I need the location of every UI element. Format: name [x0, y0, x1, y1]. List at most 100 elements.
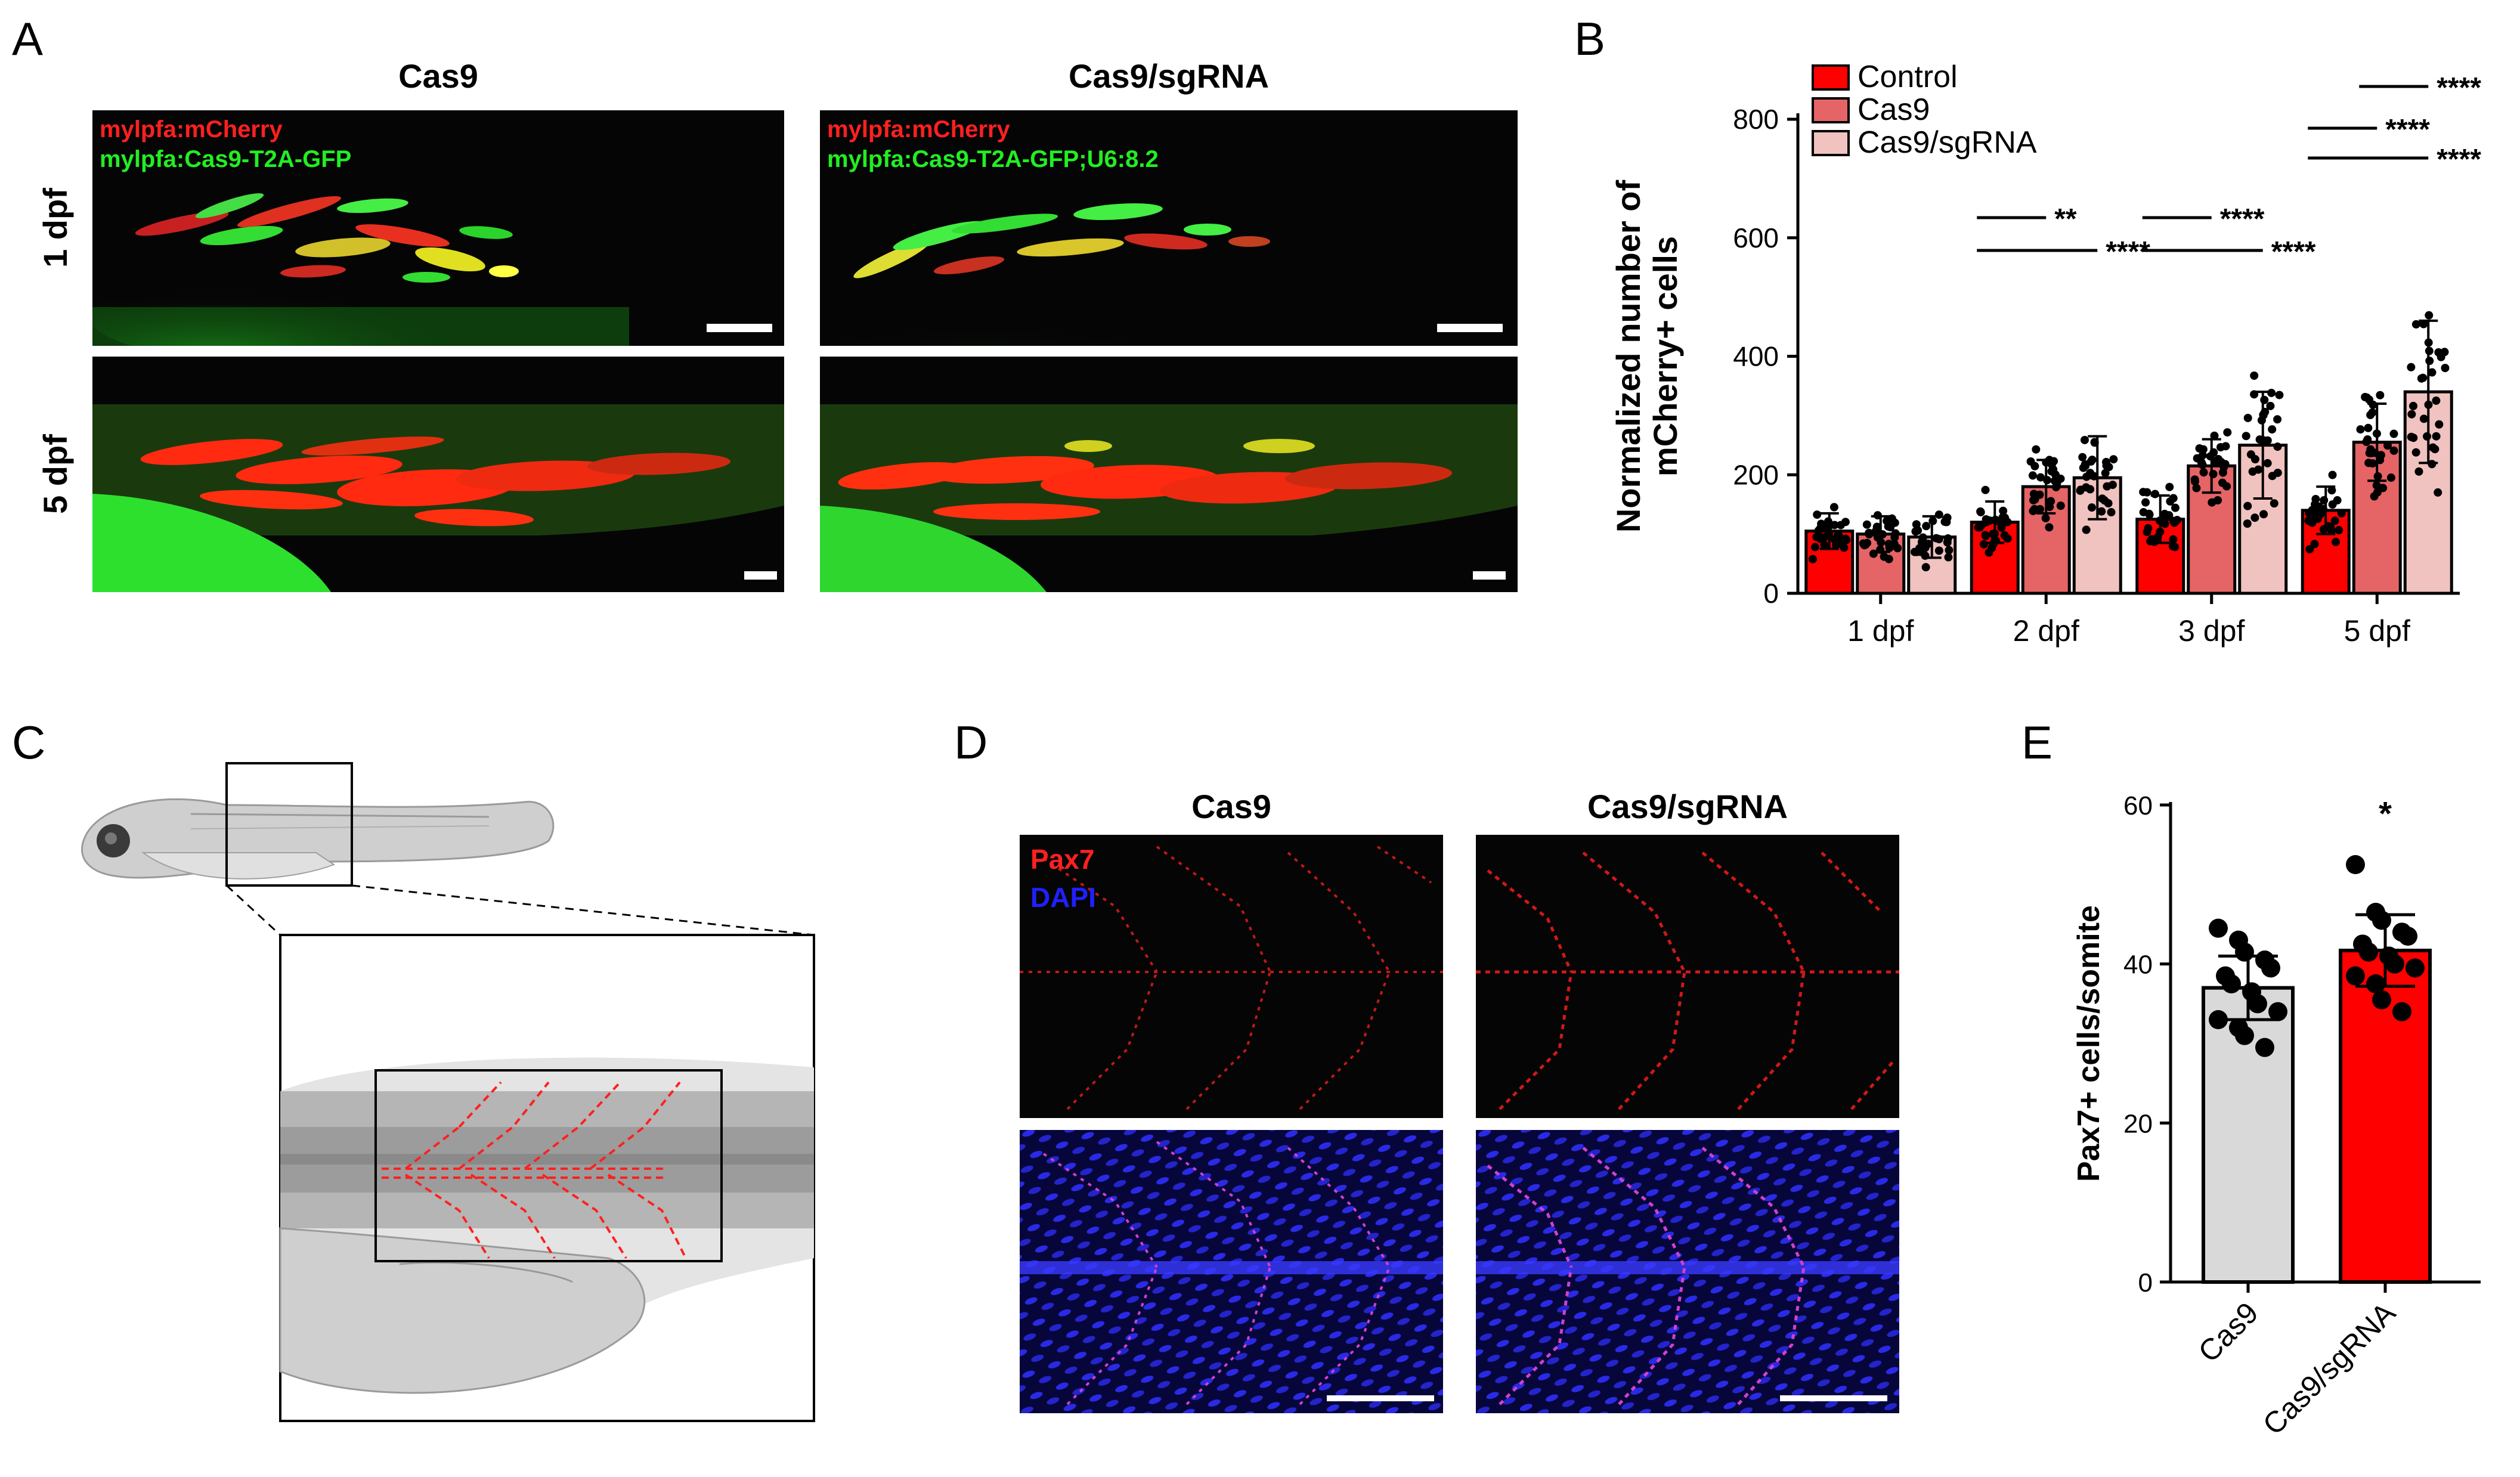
data-point [1884, 555, 1893, 563]
data-point [1865, 528, 1874, 537]
data-point [2166, 497, 2175, 506]
data-point [2337, 509, 2346, 518]
data-point [2101, 469, 2110, 478]
data-point [2036, 473, 2045, 482]
y-axis-label-line: mCherry+ cells [1646, 236, 1684, 476]
data-point [2423, 432, 2432, 441]
data-point [1934, 535, 1943, 544]
data-point [2243, 413, 2252, 422]
micrograph-pax7-cas9: Pax7 DAPI [1020, 835, 1443, 1118]
data-point [2425, 357, 2434, 366]
data-point [2304, 516, 2313, 525]
data-point [2218, 468, 2227, 477]
x-tick-label: Cas9 [2192, 1296, 2265, 1368]
data-point [1942, 515, 1951, 524]
data-point [1808, 555, 1817, 563]
micrograph-cas9-5dpf [92, 357, 784, 592]
data-point [1999, 506, 2008, 515]
y-axis-label: Normalized number ofmCherry+ cells [1609, 180, 1684, 533]
y-tick-label: 40 [2123, 950, 2153, 980]
data-point [2411, 320, 2420, 329]
data-point [1934, 510, 1943, 519]
data-point [1884, 522, 1893, 531]
legend-label: Cas9/sgRNA [1858, 125, 2037, 160]
data-point [1922, 522, 1931, 531]
data-point [2305, 545, 2314, 554]
significance-label: **** [2271, 236, 2316, 268]
data-point [1918, 537, 1927, 546]
x-tick-label: 2 dpf [2013, 614, 2079, 648]
data-point [1981, 485, 1990, 494]
data-point [2141, 498, 2150, 507]
data-point [2389, 429, 2398, 438]
micrograph-pax7-cas9-sgrna [1476, 835, 1899, 1118]
overlay-label-cas9-gfp: mylpfa:Cas9-T2A-GFP [100, 146, 352, 172]
data-point [1944, 553, 1953, 562]
data-point [2330, 516, 2339, 525]
overlay-label-mcherry: mylpfa:mCherry [827, 116, 1010, 143]
data-point [2243, 501, 2252, 510]
data-point [2425, 311, 2434, 320]
micrograph-merge-cas9-sgrna [1476, 1130, 1899, 1413]
panel-label-c: C [12, 716, 46, 769]
data-point [2335, 526, 2343, 535]
zoom-line [351, 884, 815, 936]
data-point [2250, 371, 2259, 380]
panel-a-row-title-1dpf: 1 dpf [36, 188, 74, 268]
data-point [2041, 513, 2050, 522]
data-point [2028, 471, 2037, 480]
data-point [2198, 451, 2207, 460]
micrograph-cas9-sgrna-5dpf [820, 357, 1518, 592]
data-point [1820, 533, 1829, 542]
data-point [2362, 438, 2371, 447]
y-tick-label: 60 [2123, 791, 2153, 820]
x-tick-label: 1 dpf [1847, 614, 1914, 648]
data-point [1840, 543, 1849, 552]
data-point [2392, 1002, 2411, 1021]
data-point [2052, 473, 2061, 482]
data-point [1979, 540, 1988, 549]
data-point [2432, 432, 2441, 441]
data-point [2165, 511, 2174, 520]
data-point [2213, 496, 2222, 505]
panel-label-b: B [1574, 13, 1606, 65]
data-point [2407, 410, 2416, 419]
data-point [2255, 1038, 2274, 1057]
data-point [2379, 484, 2388, 493]
data-point [2001, 513, 2010, 522]
data-point [2190, 475, 2199, 484]
data-point [2109, 455, 2118, 464]
zoom-box [225, 762, 353, 887]
data-point [1912, 547, 1921, 556]
data-point [2368, 459, 2377, 468]
data-point [1812, 532, 1821, 541]
significance-label: ** [2054, 203, 2077, 235]
data-point [2314, 510, 2323, 519]
data-point [1945, 546, 1954, 555]
data-point [2047, 497, 2055, 506]
data-point [2305, 509, 2314, 518]
micrograph-cas9-1dpf: mylpfa:mCherry mylpfa:Cas9-T2A-GFP [92, 110, 784, 346]
data-point [2087, 503, 2096, 512]
data-point [2359, 942, 2378, 962]
data-point [2270, 499, 2278, 508]
data-point [2107, 508, 2116, 517]
data-point [1832, 541, 1841, 550]
data-point [2372, 911, 2391, 930]
overlay-label-mcherry: mylpfa:mCherry [100, 116, 283, 143]
data-point [2365, 395, 2374, 404]
data-point [2151, 490, 2160, 498]
legend-swatch [1812, 64, 1850, 91]
data-point [1976, 507, 1985, 516]
data-point [2246, 450, 2255, 459]
data-point [1842, 535, 1851, 544]
significance-label: **** [2385, 114, 2430, 145]
data-point [2327, 526, 2336, 535]
panel-d-col-title-cas9-sgrna: Cas9/sgRNA [1587, 788, 1788, 825]
data-point [2434, 488, 2442, 497]
data-point [2209, 918, 2228, 938]
data-point [2389, 446, 2398, 455]
data-point [2170, 518, 2179, 527]
y-tick-label: 0 [1763, 578, 1779, 609]
